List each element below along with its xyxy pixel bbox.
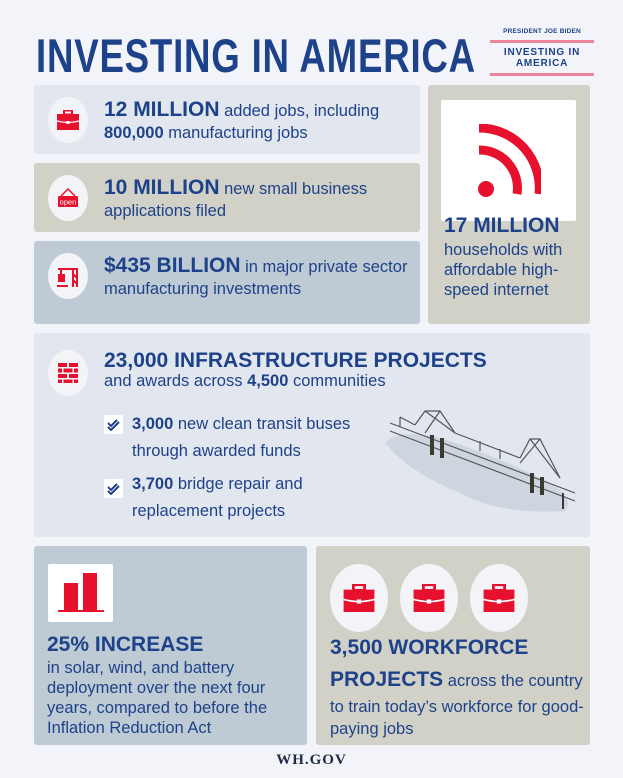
briefcase-icon	[330, 564, 388, 632]
briefcase-icon	[400, 564, 458, 632]
communities-text: communities	[288, 372, 386, 390]
investment-highlight: $435 BILLION	[104, 254, 241, 277]
jobs-card: 12 MILLION added jobs, including 800,000…	[34, 85, 420, 154]
jobs-text: added jobs, including	[219, 102, 380, 120]
crane-icon	[48, 253, 88, 299]
business-text: new small business applications filed	[104, 180, 368, 220]
page-title: INVESTING IN AMERICA	[36, 29, 476, 82]
item-text: new clean transit buses through awarded …	[132, 415, 351, 460]
logo-pretitle: PRESIDENT JOE BIDEN	[503, 28, 581, 35]
item-text: bridge repair and replacement projects	[132, 475, 303, 520]
clean-energy-highlight: 25% INCREASE	[47, 633, 204, 656]
infrastructure-item: 3,000 new clean transit buses through aw…	[132, 411, 382, 465]
open-sign-icon: open	[48, 175, 88, 221]
investment-text: in major private sector manufacturing in…	[104, 258, 408, 298]
bridge-illustration	[385, 410, 576, 512]
item-highlight: 3,000	[132, 415, 174, 433]
briefcase-icon	[470, 564, 528, 632]
internet-highlight: 17 MILLION	[444, 214, 560, 237]
manufacturing-jobs-text: manufacturing jobs	[163, 124, 308, 142]
workforce-card: 3,500 WORKFORCE PROJECTS across the coun…	[316, 546, 590, 745]
check-icon	[104, 415, 123, 434]
open-sign-label: open	[60, 198, 77, 207]
infrastructure-card: 23,000 INFRASTRUCTURE PROJECTS and award…	[34, 333, 590, 537]
clean-energy-text: in solar, wind, and battery deployment o…	[47, 659, 268, 737]
bar-chart-icon	[48, 564, 113, 622]
briefcase-icon	[48, 97, 88, 143]
logo-divider	[490, 73, 594, 76]
wifi-signal-icon	[441, 100, 576, 221]
manufacturing-investment-card: $435 BILLION in major private sector man…	[34, 241, 420, 324]
small-business-card: open 10 MILLION new small business appli…	[34, 163, 420, 232]
footer-link[interactable]: WH.GOV	[276, 752, 347, 768]
workforce-text: across the country to train today’s work…	[330, 672, 584, 738]
internet-card: 17 MILLION households with affordable hi…	[428, 85, 590, 324]
investing-in-america-logo: PRESIDENT JOE BIDEN INVESTING IN AMERICA	[490, 28, 594, 80]
manufacturing-jobs-highlight: 800,000	[104, 124, 164, 142]
infrastructure-text: and awards across	[104, 372, 248, 390]
brick-wall-icon	[48, 350, 88, 396]
logo-divider	[490, 40, 594, 43]
business-highlight: 10 MILLION	[104, 176, 220, 199]
logo-name-line2: AMERICA	[515, 58, 569, 69]
clean-energy-card: 25% INCREASE in solar, wind, and battery…	[34, 546, 307, 745]
item-highlight: 3,700	[132, 475, 174, 493]
infrastructure-item: 3,700 bridge repair and replacement proj…	[132, 471, 352, 525]
workforce-highlight: 3,500 WORKFORCE PROJECTS	[330, 636, 529, 691]
jobs-highlight: 12 MILLION	[104, 98, 220, 121]
infrastructure-highlight: 23,000 INFRASTRUCTURE PROJECTS	[104, 349, 487, 372]
communities-highlight: 4,500	[247, 372, 289, 390]
internet-text: households with affordable high-speed in…	[444, 241, 563, 299]
logo-name-line1: INVESTING IN	[503, 47, 581, 58]
check-icon	[104, 479, 123, 498]
